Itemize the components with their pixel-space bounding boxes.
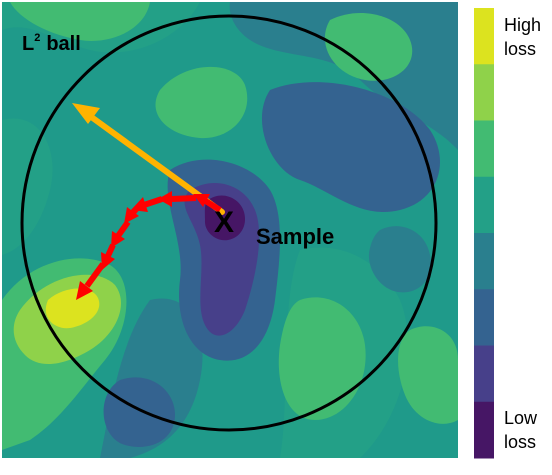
l2-ball-label: L2 ball: [22, 32, 81, 55]
colorbar-band-4: [474, 176, 494, 234]
colorbar-high-label-line2: loss: [504, 39, 536, 59]
colorbar-band-2: [474, 64, 494, 121]
l2-ball-label-word: ball: [46, 33, 80, 55]
red-arrow-step-5: [111, 220, 131, 248]
sample-label: Sample: [256, 224, 334, 249]
red-arrow-step-1: [193, 194, 222, 213]
red-arrow-step-2: [158, 191, 197, 207]
colorbar-low-label-line2: loss: [504, 432, 536, 452]
iterative-attack-arrows: [76, 191, 222, 300]
colorbar-band-6: [474, 289, 494, 346]
l2-ball-circle: [20, 14, 438, 432]
colorbar-high-label-line1: High: [504, 15, 541, 35]
loss-contour-map: [2, 2, 458, 458]
l2-ball-label-sup: 2: [34, 32, 40, 44]
red-arrow-step-7: [76, 262, 106, 300]
colorbar-band-5: [474, 233, 494, 290]
colorbar-band-1: [474, 8, 494, 65]
colorbar-band-7: [474, 345, 494, 403]
red-arrow-step-4: [124, 205, 141, 224]
colorbar-low-label-line1: Low: [504, 408, 538, 428]
sample-marker: X: [214, 206, 234, 239]
colorbar-band-3: [474, 120, 494, 178]
colorbar-band-8: [474, 401, 494, 459]
colorbar: [474, 8, 494, 459]
l2-ball-label-l: L: [22, 33, 34, 55]
